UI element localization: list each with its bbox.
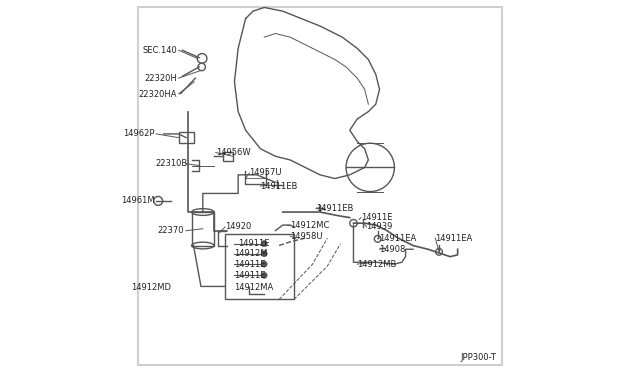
Text: 14962P: 14962P (123, 129, 154, 138)
Text: 14912MA: 14912MA (234, 283, 274, 292)
Text: 14911E: 14911E (234, 271, 266, 280)
Text: 14939: 14939 (367, 222, 393, 231)
Circle shape (261, 272, 267, 278)
Text: 14911EB: 14911EB (260, 182, 298, 190)
Text: 14911E: 14911E (238, 239, 269, 248)
Text: 22320HA: 22320HA (138, 90, 177, 99)
Text: 14912MB: 14912MB (357, 260, 397, 269)
Text: 14920: 14920 (225, 222, 252, 231)
Circle shape (261, 261, 267, 267)
Text: 14912MC: 14912MC (291, 221, 330, 230)
Text: 14908: 14908 (380, 245, 406, 254)
Text: 22370: 22370 (157, 226, 184, 235)
Text: 14956W: 14956W (216, 148, 250, 157)
Text: 14911EA: 14911EA (435, 234, 472, 243)
Text: SEC.140: SEC.140 (142, 46, 177, 55)
Text: 14958U: 14958U (291, 232, 323, 241)
Text: 14961M: 14961M (121, 196, 154, 205)
Text: JPP300-T: JPP300-T (461, 353, 497, 362)
Text: 14957U: 14957U (250, 169, 282, 177)
Text: 14912M: 14912M (234, 249, 268, 258)
Text: 14911E: 14911E (361, 213, 392, 222)
Text: 14911EA: 14911EA (380, 234, 417, 243)
Text: 22320H: 22320H (144, 74, 177, 83)
Circle shape (261, 251, 267, 257)
Text: 14912MD: 14912MD (131, 283, 172, 292)
Text: 14911EB: 14911EB (316, 204, 354, 213)
Circle shape (261, 241, 267, 247)
Text: 14911E: 14911E (234, 260, 266, 269)
Text: 22310B: 22310B (156, 159, 188, 168)
